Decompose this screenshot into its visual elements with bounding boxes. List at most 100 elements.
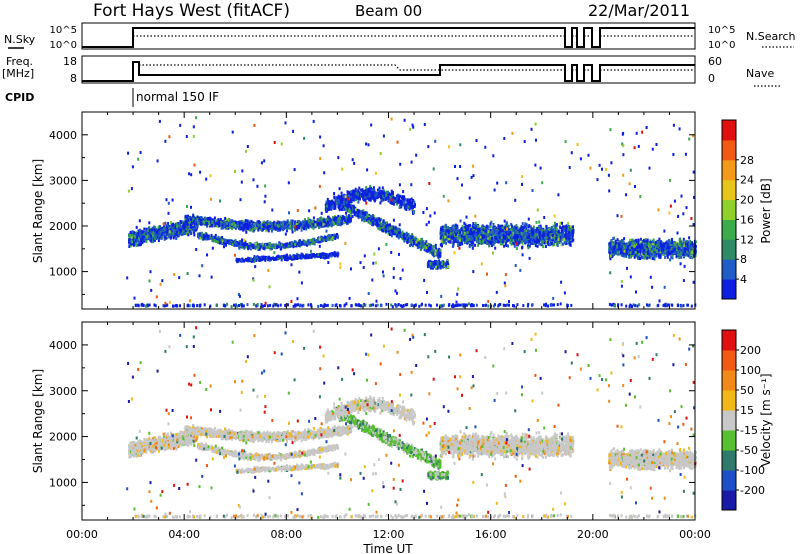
echo-cell — [334, 253, 337, 257]
echo-cell — [405, 231, 408, 235]
echo-cell — [211, 220, 214, 224]
echo-cell — [274, 257, 277, 261]
echo-cell — [172, 228, 175, 232]
echo-cell — [222, 241, 225, 245]
echo-cell — [190, 218, 192, 221]
cpid-label: CPID — [5, 91, 34, 104]
echo-cell — [392, 226, 395, 230]
echo-cell — [276, 224, 279, 228]
echo-cell — [138, 240, 141, 244]
echo-cell — [303, 227, 306, 230]
echo-cell — [270, 222, 273, 226]
echo-cell — [254, 242, 257, 246]
echo-cell — [173, 233, 176, 237]
echo-cell — [230, 219, 233, 223]
echo-cell — [235, 242, 237, 246]
echo-cell — [197, 234, 200, 238]
echo-cell — [263, 256, 266, 260]
echo-cell — [382, 192, 385, 195]
cpid-mode-text: normal 150 IF — [136, 90, 219, 104]
echo-cell — [140, 239, 143, 243]
echo-cell — [249, 228, 251, 232]
nsky-trace — [82, 27, 695, 48]
echo-cell — [401, 230, 404, 234]
echo-cell — [376, 196, 379, 200]
echo-cell — [128, 245, 131, 248]
echo-cell — [399, 202, 402, 206]
echo-cell — [439, 248, 442, 252]
echo-cell — [257, 245, 260, 248]
echo-cell — [164, 221, 167, 225]
echo-cell — [339, 217, 342, 221]
echo-cell — [212, 235, 214, 239]
echo-cell — [248, 257, 251, 261]
echo-cell — [184, 215, 187, 219]
echo-cell — [367, 216, 370, 220]
echo-cell — [330, 224, 333, 228]
echo-cell — [337, 199, 339, 202]
echo-cell — [141, 230, 144, 234]
echo-cell — [197, 221, 200, 225]
echo-cell — [176, 224, 179, 228]
echo-cell — [147, 237, 150, 241]
echo-cell — [335, 201, 338, 205]
echo-cell — [188, 229, 191, 233]
echo-cell — [159, 232, 162, 236]
echo-cell — [185, 231, 188, 235]
echo-cell — [129, 233, 132, 237]
echo-cell — [347, 216, 350, 220]
echo-cell — [218, 224, 221, 228]
echo-cell — [187, 218, 190, 222]
echo-cell — [405, 208, 408, 211]
echo-cell — [410, 240, 413, 244]
echo-cell — [279, 227, 281, 231]
echo-cell — [208, 220, 211, 224]
echo-cell — [330, 220, 333, 224]
echo-cell — [342, 194, 345, 198]
echo-cell — [176, 232, 179, 236]
echo-cell — [298, 241, 301, 245]
echo-cell — [379, 218, 382, 222]
echo-cell — [269, 224, 271, 228]
echo-cell — [380, 195, 383, 199]
echo-cell — [350, 198, 352, 201]
echo-cell — [248, 242, 251, 245]
echo-cell — [287, 244, 290, 248]
echo-cell — [175, 237, 178, 240]
echo-cell — [160, 236, 163, 239]
nave-trace — [139, 64, 695, 71]
echo-cell — [350, 206, 352, 210]
echo-cell — [154, 226, 157, 230]
echo-cell — [353, 209, 355, 213]
echo-cell — [385, 193, 388, 197]
echo-cell — [205, 233, 208, 237]
echo-cell — [410, 197, 413, 201]
echo-cell — [146, 234, 149, 238]
echo-cell — [272, 256, 275, 260]
echo-cell — [128, 234, 130, 237]
echo-cell — [284, 258, 286, 261]
echo-cell — [276, 246, 279, 250]
echo-cell — [174, 227, 177, 231]
echo-cell — [397, 231, 400, 235]
echo-cell — [434, 252, 437, 256]
echo-cell — [143, 235, 146, 239]
echo-cell — [245, 258, 248, 262]
echo-cell — [158, 230, 161, 234]
echo-cell — [301, 220, 304, 224]
echo-cell — [381, 186, 384, 190]
echo-cell — [153, 230, 156, 233]
echo-cell — [316, 222, 319, 226]
echo-cell — [248, 222, 251, 226]
echo-cell — [372, 216, 374, 220]
echo-cell — [259, 224, 262, 228]
echo-cell — [194, 228, 197, 232]
echo-cell — [402, 203, 405, 207]
echo-cell — [286, 226, 289, 230]
echo-cell — [374, 197, 377, 201]
echo-cell — [176, 229, 179, 233]
echo-cell — [261, 228, 264, 231]
echo-cell — [294, 228, 296, 232]
echo-cell — [146, 229, 149, 232]
echo-cell — [174, 230, 177, 234]
